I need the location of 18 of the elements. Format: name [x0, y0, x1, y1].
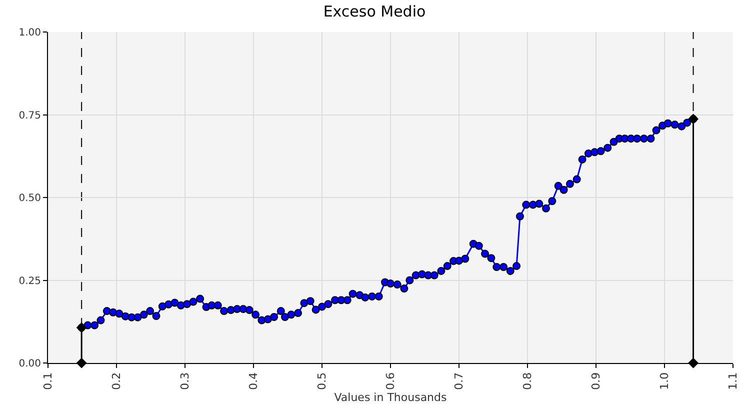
x-tick-label: 1.0: [658, 372, 672, 390]
x-tick-label: 0.5: [316, 372, 329, 390]
x-tick-label: 0.9: [590, 372, 603, 390]
x-tick-label: 0.6: [384, 372, 398, 390]
x-tick-label: 0.8: [521, 372, 534, 390]
x-tick-label: 1.1: [726, 372, 740, 390]
x-tick-label: 0.3: [178, 372, 192, 390]
y-tick-label: 0.25: [18, 276, 41, 287]
x-tick-label: 0.4: [247, 372, 260, 390]
x-tick-label: 0.1: [42, 372, 55, 390]
x-axis-title: Values in Thousands: [334, 391, 448, 404]
chart-title: Exceso Medio: [323, 2, 426, 21]
y-tick-label: 0.50: [18, 193, 41, 204]
y-tick-label: 0.00: [18, 358, 41, 370]
x-tick-label: 0.7: [452, 372, 466, 390]
y-tick-label: 0.75: [18, 110, 41, 122]
y-tick-label: 1.00: [18, 28, 41, 38]
x-tick-label: 0.2: [110, 372, 124, 390]
